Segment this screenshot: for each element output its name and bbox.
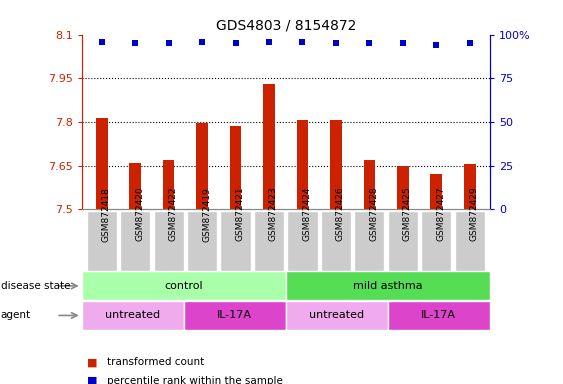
- Point: [398, 40, 407, 46]
- Point: [465, 40, 474, 46]
- Bar: [455, 211, 485, 271]
- Text: ■: ■: [87, 358, 98, 367]
- Bar: [120, 211, 150, 271]
- Text: GSM872426: GSM872426: [336, 187, 345, 242]
- Bar: [354, 211, 385, 271]
- Point: [365, 40, 374, 46]
- Title: GDS4803 / 8154872: GDS4803 / 8154872: [216, 18, 356, 32]
- Bar: [388, 211, 418, 271]
- Point: [198, 38, 207, 45]
- Text: GSM872427: GSM872427: [436, 187, 445, 242]
- Bar: [96, 118, 108, 209]
- Point: [231, 40, 240, 46]
- Point: [265, 38, 274, 45]
- Bar: [87, 211, 117, 271]
- Bar: [330, 121, 342, 209]
- Text: GSM872425: GSM872425: [403, 187, 412, 242]
- Text: GSM872428: GSM872428: [369, 187, 378, 242]
- Text: control: control: [164, 281, 203, 291]
- Bar: [221, 211, 251, 271]
- Bar: [230, 126, 242, 209]
- Text: agent: agent: [1, 310, 31, 321]
- Bar: [285, 271, 490, 300]
- Text: GSM872420: GSM872420: [135, 187, 144, 242]
- Bar: [287, 211, 318, 271]
- Bar: [364, 160, 375, 209]
- Bar: [82, 271, 285, 300]
- Bar: [154, 211, 184, 271]
- Bar: [254, 211, 284, 271]
- Point: [332, 40, 341, 46]
- Text: disease state: disease state: [1, 281, 70, 291]
- Text: GSM872429: GSM872429: [470, 187, 479, 242]
- Bar: [263, 84, 275, 209]
- Text: GSM872424: GSM872424: [302, 187, 311, 242]
- Bar: [82, 301, 184, 330]
- Bar: [397, 166, 409, 209]
- Text: mild asthma: mild asthma: [353, 281, 423, 291]
- Text: GSM872422: GSM872422: [169, 187, 177, 242]
- Point: [97, 38, 106, 45]
- Bar: [163, 160, 175, 209]
- Bar: [129, 163, 141, 209]
- Bar: [187, 211, 217, 271]
- Point: [432, 42, 441, 48]
- Text: untreated: untreated: [105, 310, 160, 321]
- Bar: [431, 174, 442, 209]
- Text: IL-17A: IL-17A: [217, 310, 252, 321]
- Bar: [196, 123, 208, 209]
- Bar: [388, 301, 490, 330]
- Bar: [285, 301, 388, 330]
- Point: [131, 40, 140, 46]
- Text: GSM872421: GSM872421: [235, 187, 244, 242]
- Text: IL-17A: IL-17A: [421, 310, 456, 321]
- Bar: [184, 301, 285, 330]
- Bar: [421, 211, 452, 271]
- Text: GSM872423: GSM872423: [269, 187, 278, 242]
- Text: untreated: untreated: [309, 310, 364, 321]
- Point: [164, 40, 173, 46]
- Text: percentile rank within the sample: percentile rank within the sample: [107, 376, 283, 384]
- Bar: [464, 164, 476, 209]
- Text: transformed count: transformed count: [107, 358, 204, 367]
- Text: GSM872418: GSM872418: [102, 187, 111, 242]
- Bar: [321, 211, 351, 271]
- Point: [298, 38, 307, 45]
- Text: GSM872419: GSM872419: [202, 187, 211, 242]
- Bar: [297, 121, 309, 209]
- Text: ■: ■: [87, 376, 98, 384]
